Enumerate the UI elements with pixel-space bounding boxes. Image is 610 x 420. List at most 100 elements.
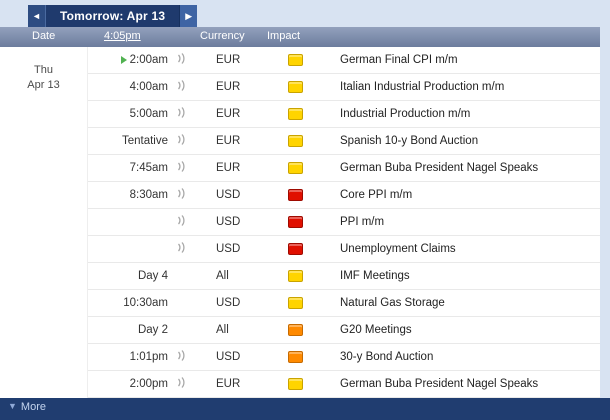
impact-icon[interactable] (288, 351, 303, 363)
event-row[interactable]: 2:00am EUR German Final CPI m/m (88, 47, 600, 74)
event-row[interactable]: 5:00am EUR Industrial Production m/m (88, 101, 600, 128)
event-currency: USD (216, 297, 241, 309)
sound-icon[interactable] (176, 214, 186, 230)
event-row[interactable]: 2:00pm EUR German Buba President Nagel S… (88, 371, 600, 398)
event-row[interactable]: Day 4 All IMF Meetings (88, 263, 600, 290)
chevron-down-icon: ▼ (8, 401, 17, 411)
impact-icon[interactable] (288, 216, 303, 228)
next-day-button[interactable]: ▶ (179, 5, 198, 27)
event-title[interactable]: Natural Gas Storage (340, 297, 445, 309)
impact-icon[interactable] (288, 108, 303, 120)
event-impact-cell (252, 270, 324, 282)
column-header-row: Date 4:05pm Currency Impact (0, 27, 600, 47)
event-row[interactable]: USD Unemployment Claims (88, 236, 600, 263)
event-impact-cell (252, 351, 324, 363)
event-sound-cell (168, 106, 194, 122)
event-time: 4:00am (129, 81, 168, 93)
sound-icon[interactable] (176, 52, 186, 68)
event-impact-cell (252, 81, 324, 93)
event-time-cell: 10:30am (88, 297, 168, 309)
event-row[interactable]: 4:00am EUR Italian Industrial Production… (88, 74, 600, 101)
event-currency: EUR (216, 54, 241, 66)
event-sound-cell (168, 214, 194, 230)
current-time-link[interactable]: 4:05pm (104, 30, 141, 42)
event-sound-cell (168, 79, 194, 95)
chevron-right-icon: ▶ (185, 10, 193, 21)
impact-icon[interactable] (288, 81, 303, 93)
event-time-cell: 2:00pm (88, 378, 168, 390)
event-sound-cell (168, 187, 194, 203)
event-time-cell: 7:45am (88, 162, 168, 174)
event-currency: USD (216, 243, 241, 255)
impact-icon[interactable] (288, 297, 303, 309)
event-time: Tentative (121, 135, 168, 147)
impact-icon[interactable] (288, 378, 303, 390)
event-row[interactable]: 1:01pm USD 30-y Bond Auction (88, 344, 600, 371)
sound-icon[interactable] (176, 133, 186, 149)
date-cell: Thu Apr 13 (0, 47, 88, 398)
event-title[interactable]: PPI m/m (340, 216, 385, 228)
event-impact-cell (252, 243, 324, 255)
event-time: 7:45am (129, 162, 168, 174)
event-row[interactable]: Day 2 All G20 Meetings (88, 317, 600, 344)
sound-icon[interactable] (176, 160, 186, 176)
event-row[interactable]: 7:45am EUR German Buba President Nagel S… (88, 155, 600, 182)
event-time: 2:00am (129, 54, 168, 66)
impact-icon[interactable] (288, 135, 303, 147)
sound-icon[interactable] (176, 376, 186, 392)
event-title[interactable]: 30-y Bond Auction (340, 351, 434, 363)
event-currency: EUR (216, 378, 241, 390)
event-title[interactable]: German Buba President Nagel Speaks (340, 378, 539, 390)
event-currency: EUR (216, 162, 241, 174)
more-link[interactable]: More (20, 401, 46, 413)
impact-icon[interactable] (288, 243, 303, 255)
impact-icon[interactable] (288, 54, 303, 66)
event-time-cell: 1:01pm (88, 351, 168, 363)
impact-icon[interactable] (288, 162, 303, 174)
event-title[interactable]: Unemployment Claims (340, 243, 456, 255)
event-currency: USD (216, 216, 241, 228)
event-row[interactable]: 10:30am USD Natural Gas Storage (88, 290, 600, 317)
prev-day-button[interactable]: ◄ (28, 5, 46, 27)
event-row[interactable]: USD PPI m/m (88, 209, 600, 236)
event-sound-cell (168, 133, 194, 149)
date-value: Apr 13 (27, 79, 60, 91)
event-impact-cell (252, 189, 324, 201)
event-sound-cell (168, 295, 194, 311)
column-header-date: Date (32, 30, 56, 42)
sound-icon[interactable] (176, 106, 186, 122)
event-title[interactable]: Spanish 10-y Bond Auction (340, 135, 479, 147)
event-currency: EUR (216, 81, 241, 93)
event-time: 8:30am (129, 189, 168, 201)
event-sound-cell (168, 349, 194, 365)
event-row[interactable]: 8:30am USD Core PPI m/m (88, 182, 600, 209)
sound-icon[interactable] (176, 187, 186, 203)
event-title[interactable]: Industrial Production m/m (340, 108, 471, 120)
day-navigator: ◄ Tomorrow: Apr 13 ▶ (28, 5, 198, 27)
day-tab[interactable]: Tomorrow: Apr 13 (46, 5, 180, 27)
sound-icon[interactable] (176, 349, 186, 365)
next-event-marker (120, 56, 127, 64)
event-impact-cell (252, 324, 324, 336)
event-sound-cell (168, 52, 194, 68)
impact-icon[interactable] (288, 270, 303, 282)
sound-icon[interactable] (176, 79, 186, 95)
event-title[interactable]: Core PPI m/m (340, 189, 413, 201)
event-rows: 2:00am EUR German Final CPI m/m 4:00am (88, 47, 600, 398)
event-impact-cell (252, 216, 324, 228)
event-title[interactable]: German Buba President Nagel Speaks (340, 162, 539, 174)
event-row[interactable]: Tentative EUR Spanish 10-y Bond Auction (88, 128, 600, 155)
event-title[interactable]: Italian Industrial Production m/m (340, 81, 505, 93)
event-impact-cell (252, 54, 324, 66)
event-time-cell: 4:00am (88, 81, 168, 93)
event-title[interactable]: German Final CPI m/m (340, 54, 458, 66)
impact-icon[interactable] (288, 189, 303, 201)
impact-icon[interactable] (288, 324, 303, 336)
event-title[interactable]: IMF Meetings (340, 270, 410, 282)
event-currency: EUR (216, 135, 241, 147)
event-title[interactable]: G20 Meetings (340, 324, 412, 336)
event-time: 2:00pm (129, 378, 168, 390)
sound-icon[interactable] (176, 241, 186, 257)
event-time-cell: 5:00am (88, 108, 168, 120)
event-time-cell: 8:30am (88, 189, 168, 201)
